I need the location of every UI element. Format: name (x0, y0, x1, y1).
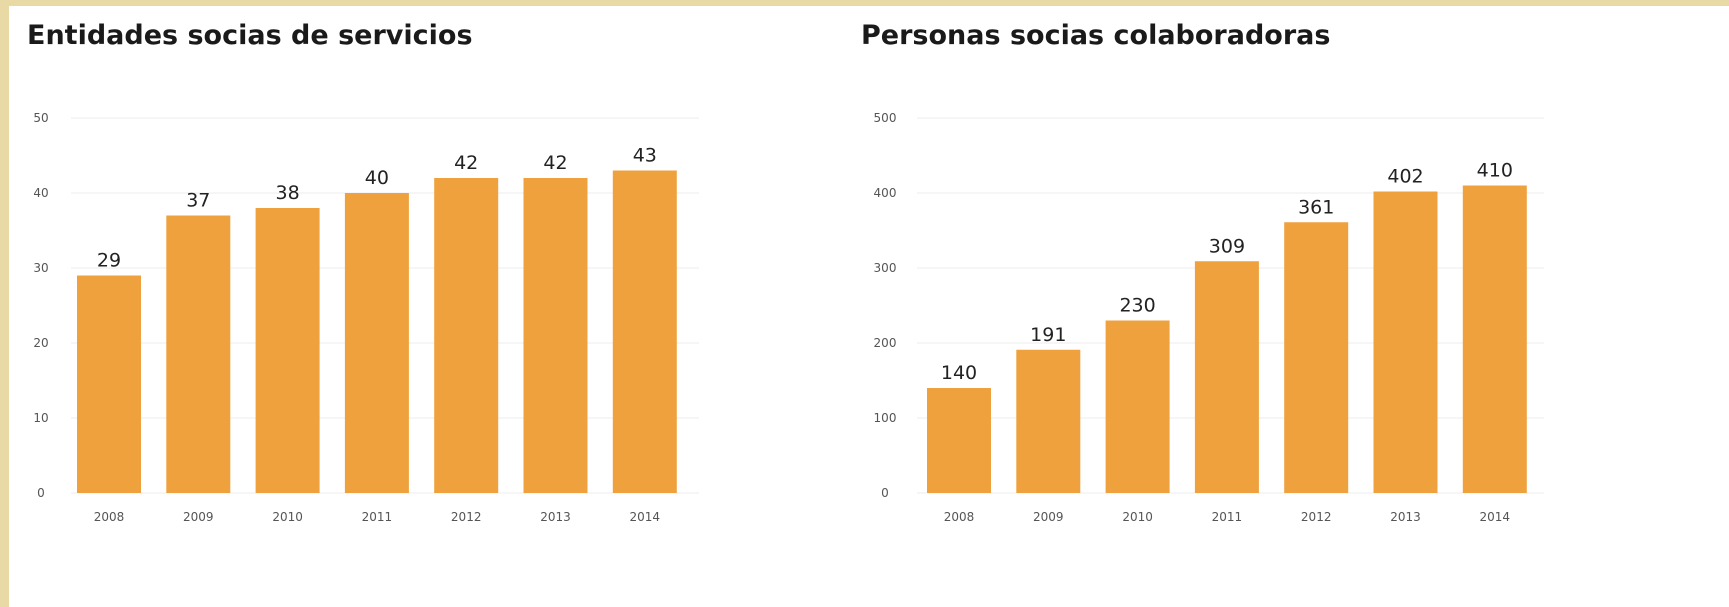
y-tick-label: 10 (33, 411, 48, 425)
chart-panel-entidades: Entidades socias de servicios 0 10 20 30 40 5… (9, 6, 859, 607)
x-tick-label: 2013 (540, 510, 571, 524)
data-label: 37 (186, 190, 210, 212)
x-tick-label: 2012 (1301, 510, 1332, 524)
bar-chart-personas: 0 100 200 300 400 500 140 2008 191 2009 230 2010 309… (874, 111, 1544, 524)
x-tick-label: 2013 (1390, 510, 1421, 524)
data-label: 191 (1030, 324, 1066, 346)
x-tick-label: 2010 (272, 510, 303, 524)
report-page: Entidades socias de servicios 0 10 20 30 40 5… (9, 6, 1729, 607)
y-tick-label: 30 (33, 261, 48, 275)
y-tick-label: 200 (874, 336, 897, 350)
y-tick-label: 20 (33, 336, 48, 350)
data-label: 309 (1209, 235, 1245, 257)
chart-title: Entidades socias de servicios (27, 20, 473, 51)
bar (1016, 349, 1081, 493)
x-tick-label: 2011 (362, 510, 393, 524)
y-tick-label: 500 (874, 111, 897, 125)
x-tick-label: 2012 (451, 510, 482, 524)
chart-panel-personas: Personas socias colaboradoras 0 100 200 300… (859, 6, 1729, 607)
y-tick-label: 40 (33, 186, 48, 200)
data-label: 402 (1387, 166, 1423, 188)
data-label: 230 (1119, 295, 1155, 317)
bar (1284, 222, 1349, 493)
data-label: 42 (454, 152, 478, 174)
x-tick-label: 2008 (944, 510, 975, 524)
y-tick-label: 100 (874, 411, 897, 425)
y-tick-label: 50 (33, 111, 48, 125)
bar (612, 170, 677, 493)
y-tick-label: 300 (874, 261, 897, 275)
y-tick-label: 0 (881, 486, 889, 500)
bar (77, 275, 141, 493)
x-tick-label: 2014 (1480, 510, 1511, 524)
bar-chart-entidades: 0 10 20 30 40 50 29 2008 37 2009 38 2010 40 2011 42 201… (33, 111, 699, 524)
x-tick-label: 2010 (1122, 510, 1153, 524)
data-label: 42 (543, 152, 567, 174)
bar (523, 178, 588, 493)
x-tick-label: 2014 (630, 510, 661, 524)
bar (434, 178, 499, 493)
x-tick-label: 2011 (1212, 510, 1243, 524)
y-tick-label: 400 (874, 186, 897, 200)
data-label: 40 (365, 167, 389, 189)
x-tick-label: 2008 (94, 510, 125, 524)
bar (344, 193, 409, 493)
data-label: 43 (633, 145, 657, 167)
bar (255, 208, 320, 493)
data-label: 140 (941, 362, 977, 384)
data-label: 29 (97, 250, 121, 272)
bar (1194, 261, 1259, 493)
data-label: 410 (1477, 160, 1513, 182)
x-tick-label: 2009 (1033, 510, 1064, 524)
data-label: 38 (276, 182, 300, 204)
y-tick-label: 0 (37, 486, 45, 500)
bar (927, 388, 991, 493)
bar (1105, 320, 1170, 493)
bar (1462, 185, 1527, 493)
data-label: 361 (1298, 196, 1334, 218)
x-tick-label: 2009 (183, 510, 214, 524)
bar (166, 215, 231, 493)
chart-title: Personas socias colaboradoras (861, 20, 1331, 51)
bar (1373, 191, 1438, 493)
